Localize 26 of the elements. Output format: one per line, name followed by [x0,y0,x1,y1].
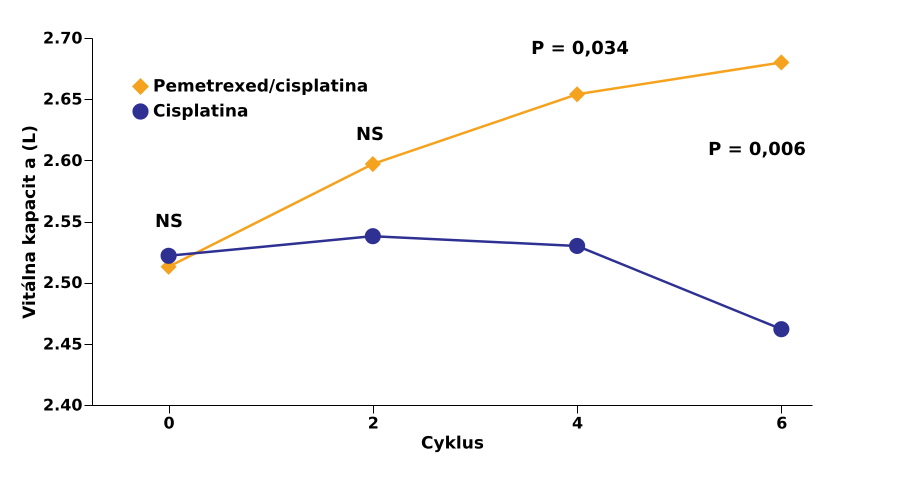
point [569,86,586,102]
annotation: NS [356,124,384,145]
y-tick-label: 2.55 [43,212,82,231]
legend-label: Pemetrexed/cisplatina [153,76,368,96]
point [160,248,177,264]
annotation: P = 0,006 [708,139,806,160]
x-tick-label: 0 [164,414,175,432]
legend-label: Cisplatina [153,102,248,122]
y-tick-label: 2.65 [43,90,82,109]
point [364,228,381,244]
x-axis-title: Cyklus [421,434,484,454]
y-axis-title: Vitálna kapacit a (L) [20,125,40,319]
x-tick-label: 2 [368,414,379,432]
annotation: P = 0,034 [531,38,629,59]
point [773,321,790,338]
y-tick-label: 2.40 [43,396,82,414]
point [364,156,381,172]
y-tick-label: 2.50 [43,273,82,292]
x-tick-label: 6 [776,414,788,432]
y-tick-label: 2.45 [43,334,82,354]
point [773,54,790,71]
point [569,238,586,254]
y-tick-label: 2.60 [43,150,82,170]
annotation: NS [154,211,184,232]
y-tick-label: 2.70 [43,28,82,48]
x-tick-label: 4 [572,414,584,432]
